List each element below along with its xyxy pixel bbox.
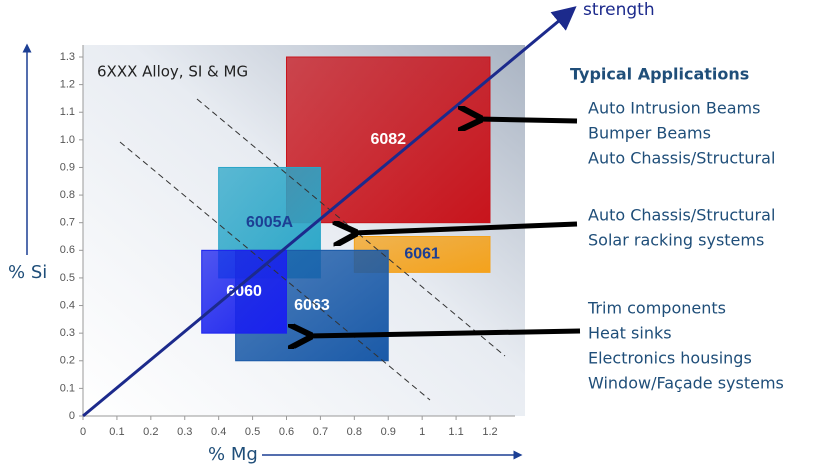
y-tick-label: 1.1	[60, 106, 75, 118]
applications-heading: Typical Applications	[570, 65, 749, 84]
x-tick-label: 0.2	[143, 426, 158, 438]
chart-title: 6XXX Alloy, SI & MG	[97, 63, 248, 81]
y-tick-label: 0.7	[60, 217, 75, 229]
region-label: 6060	[226, 283, 262, 300]
pointer-arrow	[308, 331, 581, 336]
y-tick-label: 0.2	[60, 355, 75, 367]
y-tick-label: 0.6	[60, 244, 75, 256]
pointer-arrow	[353, 224, 578, 233]
y-tick-label: 1.0	[60, 134, 75, 146]
y-tick-label: 1.2	[60, 79, 75, 91]
x-tick-label: 1.1	[448, 426, 463, 438]
pointer-arrow	[478, 119, 578, 121]
dashed-guide	[119, 141, 431, 401]
x-tick-label: 0.8	[347, 426, 362, 438]
application-line: Window/Façade systems	[588, 374, 784, 393]
x-tick-label: 0.4	[211, 426, 226, 438]
y-axis-label: % Si	[8, 262, 47, 283]
application-line: Auto Chassis/Structural	[588, 149, 775, 168]
region-label: 6063	[294, 297, 330, 314]
applications: Auto Intrusion Beams Bumper Beams Auto Cha…	[587, 99, 784, 393]
x-tick-label: 0.3	[177, 426, 192, 438]
x-tick-label: 0.9	[381, 426, 396, 438]
y-tick-label: 0.1	[60, 382, 75, 394]
application-line: Electronics housings	[588, 349, 752, 368]
application-line: Bumper Beams	[588, 124, 711, 143]
strength-arrow	[82, 6, 577, 418]
x-axis-label: % Mg	[208, 444, 258, 465]
trend-label: strength	[583, 0, 655, 20]
x-tick-label: 1.2	[482, 426, 497, 438]
x-tick-label: 0	[80, 426, 86, 438]
region-label: 6005A	[246, 214, 294, 231]
alloy-region	[201, 249, 287, 334]
application-line: Trim components	[587, 299, 726, 318]
y-tick-label: 0.4	[60, 299, 75, 311]
application-line: Auto Intrusion Beams	[588, 99, 760, 118]
application-line: Heat sinks	[588, 324, 672, 343]
y-tick-label: 0.5	[60, 272, 75, 284]
application-line: Solar racking systems	[588, 231, 764, 250]
y-tick-label: 0.8	[60, 189, 75, 201]
y-tick-label: 0.3	[60, 327, 75, 339]
region-label: 6061	[404, 246, 440, 263]
x-tick-label: 0.7	[313, 426, 328, 438]
application-line: Auto Chassis/Structural	[588, 206, 775, 225]
y-tick-label: 0	[69, 410, 75, 422]
region-label: 6082	[370, 131, 406, 148]
plot: 6082 6005A 6061 6063 6060	[201, 56, 491, 362]
x-tick-label: 0.6	[279, 426, 294, 438]
x-tick-label: 0.1	[109, 426, 124, 438]
x-tick-label: 0.5	[245, 426, 260, 438]
y-tick-label: 1.3	[60, 51, 75, 63]
y-tick-label: 0.9	[60, 161, 75, 173]
x-tick-label: 1	[419, 426, 425, 438]
